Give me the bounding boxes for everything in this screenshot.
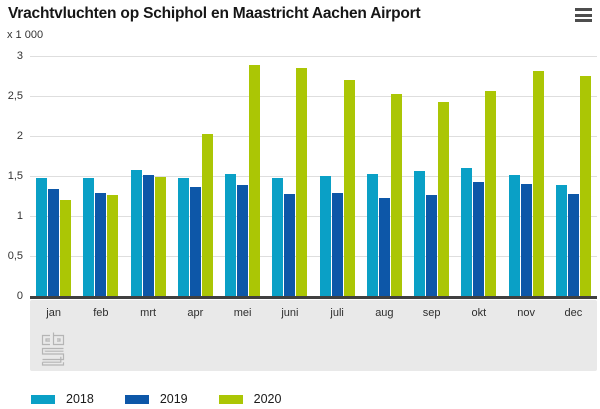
y-tick-0,5: 0,5 (7, 250, 23, 262)
bar-2020-juni[interactable] (296, 68, 308, 296)
legend-swatch-2018 (31, 394, 55, 404)
bar-2018-dec[interactable] (555, 185, 567, 296)
bar-2020-apr[interactable] (201, 134, 213, 296)
y-tick-3: 3 (16, 50, 23, 62)
page-title: Vrachtvluchten op Schiphol en Maastricht… (8, 5, 421, 22)
gridline-1 (30, 216, 597, 217)
bar-2018-okt[interactable] (461, 168, 473, 296)
plot-area (30, 56, 597, 296)
legend-item-2020[interactable]: 2020 (218, 392, 282, 406)
y-tick-1: 1 (16, 210, 23, 222)
bar-2019-aug[interactable] (378, 198, 390, 296)
bar-2020-nov[interactable] (532, 71, 544, 296)
y-tick-1,5: 1,5 (7, 170, 23, 182)
x-axis-band: jan feb mrt apr mei juni juli aug sep okt nov dec (30, 300, 597, 371)
bar-2018-feb[interactable] (83, 178, 95, 296)
legend-label-2018: 2018 (66, 392, 94, 406)
bar-2020-sep[interactable] (438, 102, 450, 296)
x-label-apr: apr (187, 307, 204, 319)
bar-2019-mei[interactable] (237, 185, 249, 296)
legend-swatch-2020 (218, 394, 243, 404)
bar-2018-juni[interactable] (272, 178, 284, 296)
x-axis-baseline (30, 296, 597, 299)
gridline-2,5 (30, 96, 597, 97)
x-label-juli: juli (330, 307, 344, 319)
bar-2019-dec[interactable] (567, 194, 579, 296)
bar-2018-jan[interactable] (36, 178, 48, 296)
bar-2019-sep[interactable] (426, 195, 438, 296)
legend-swatch-2019 (124, 394, 149, 404)
bar-group-juni (266, 56, 313, 296)
bar-2018-aug[interactable] (366, 174, 378, 296)
bar-group-okt (455, 56, 502, 296)
hamburger-menu-icon[interactable] (575, 8, 592, 22)
bar-2018-mrt[interactable] (130, 170, 142, 296)
x-label-okt: okt (471, 307, 487, 319)
bar-2019-juni[interactable] (284, 194, 296, 296)
gridline-3 (30, 56, 597, 57)
bar-group-mrt (125, 56, 172, 296)
bar-2018-nov[interactable] (508, 175, 520, 296)
x-label-jan: jan (46, 307, 61, 319)
gridline-2 (30, 136, 597, 137)
legend-item-2018[interactable]: 2018 (31, 392, 94, 406)
bar-group-feb (77, 56, 124, 296)
bar-group-mei (219, 56, 266, 296)
bar-series (30, 56, 597, 296)
bar-2018-apr[interactable] (177, 178, 189, 296)
bar-2020-jan[interactable] (60, 200, 72, 296)
bar-2020-juli[interactable] (343, 80, 355, 296)
x-label-mei: mei (233, 307, 252, 319)
x-label-feb: feb (93, 307, 109, 319)
bar-2019-nov[interactable] (520, 184, 532, 296)
x-label-aug: aug (375, 307, 394, 319)
x-label-nov: nov (517, 307, 535, 319)
y-axis: 0 0,5 1 1,5 2 2,5 3 (0, 50, 23, 306)
bar-2018-sep[interactable] (414, 171, 426, 296)
bar-group-nov (503, 56, 550, 296)
y-axis-unit-label: x 1 000 (7, 29, 44, 41)
legend-label-2020: 2020 (253, 392, 282, 406)
x-label-sep: sep (422, 307, 441, 319)
bar-group-aug (361, 56, 408, 296)
bar-2020-aug[interactable] (390, 94, 402, 296)
legend-label-2019: 2019 (159, 392, 188, 406)
cbs-logo (41, 332, 65, 366)
gridline-0,5 (30, 256, 597, 257)
bar-group-jan (30, 56, 77, 296)
bar-group-apr (172, 56, 219, 296)
bar-2019-juli[interactable] (331, 193, 343, 296)
y-tick-2: 2 (16, 130, 23, 142)
bar-2019-okt[interactable] (473, 182, 485, 296)
bar-2020-dec[interactable] (579, 76, 591, 296)
bar-2018-juli[interactable] (319, 176, 331, 296)
bar-group-juli (314, 56, 361, 296)
bar-2020-okt[interactable] (485, 91, 497, 296)
bar-2020-mrt[interactable] (154, 177, 166, 296)
x-axis-labels: jan feb mrt apr mei juni juli aug sep okt nov dec (30, 300, 597, 319)
bar-2019-mrt[interactable] (142, 175, 154, 296)
x-label-mrt: mrt (140, 307, 157, 319)
legend: 2018 2019 2020 (31, 392, 281, 406)
bar-group-sep (408, 56, 455, 296)
legend-item-2019[interactable]: 2019 (124, 392, 188, 406)
x-label-dec: dec (564, 307, 583, 319)
bar-2020-feb[interactable] (107, 195, 119, 296)
bar-2019-apr[interactable] (189, 187, 201, 296)
bar-2018-mei[interactable] (225, 174, 237, 296)
bar-2020-mei[interactable] (249, 65, 261, 296)
x-label-juni: juni (281, 307, 299, 319)
bar-group-dec (550, 56, 597, 296)
y-tick-0: 0 (16, 290, 23, 302)
bar-2019-jan[interactable] (48, 189, 60, 296)
y-tick-2,5: 2,5 (7, 90, 23, 102)
bar-2019-feb[interactable] (95, 193, 107, 296)
gridline-1,5 (30, 176, 597, 177)
